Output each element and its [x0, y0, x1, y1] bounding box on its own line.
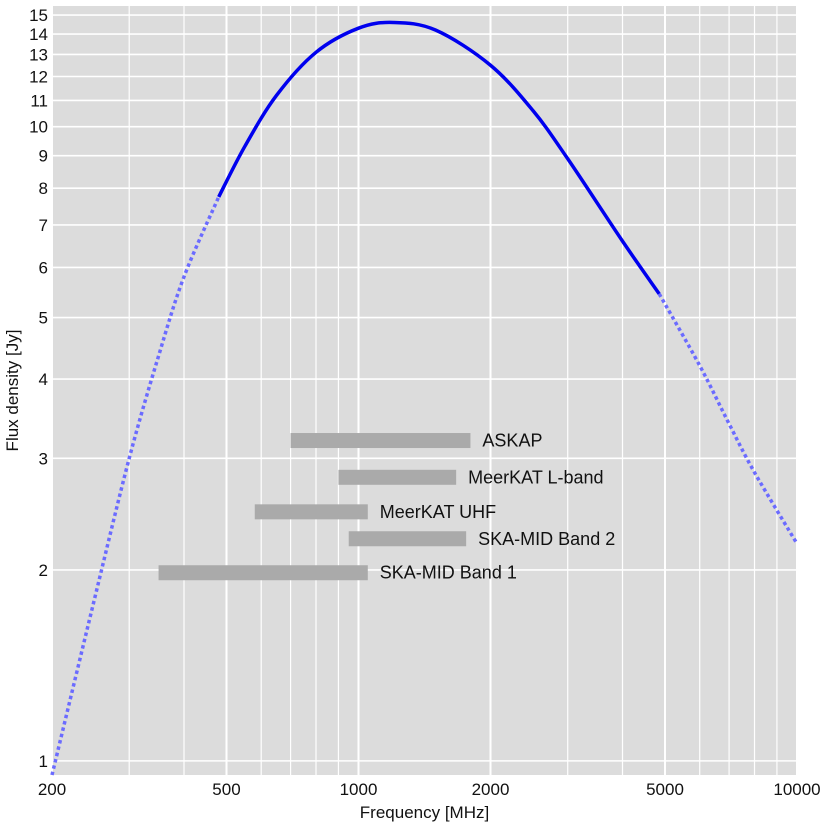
y-tick-label: 4 — [39, 370, 48, 389]
x-tick-label: 2000 — [472, 780, 510, 799]
x-tick-label: 5000 — [646, 780, 684, 799]
flux-curve — [50, 20, 799, 776]
band-label: SKA-MID Band 2 — [478, 529, 615, 549]
x-tick-label: 200 — [38, 780, 66, 799]
band-bar — [348, 531, 467, 547]
x-tick-label: 1000 — [340, 780, 378, 799]
y-tick-label: 2 — [39, 561, 48, 580]
x-axis-title: Frequency [MHz] — [360, 803, 489, 822]
y-tick-label: 8 — [39, 179, 48, 198]
y-tick-label: 7 — [39, 216, 48, 235]
x-tick-label: 10000 — [773, 780, 820, 799]
y-tick-label: 15 — [29, 6, 48, 25]
y-tick-label: 14 — [29, 25, 48, 44]
band-bar — [158, 565, 368, 581]
band-label: MeerKAT UHF — [380, 502, 496, 522]
band-bar — [338, 469, 457, 485]
y-tick-label: 6 — [39, 258, 48, 277]
band-label: ASKAP — [482, 431, 542, 451]
y-axis-title: Flux density [Jy] — [3, 330, 22, 452]
band-bar — [290, 433, 471, 449]
y-tick-label: 1 — [39, 752, 48, 771]
y-tick-label: 9 — [39, 147, 48, 166]
y-tick-label: 3 — [39, 449, 48, 468]
y-tick-label: 11 — [30, 91, 48, 110]
band-bar — [254, 504, 368, 520]
measured-flux-line — [217, 20, 661, 295]
x-tick-labels: 200 500 1000 2000 5000 10000 — [38, 780, 821, 799]
y-tick-label: 12 — [29, 67, 48, 86]
extrapolated-flux-line — [50, 196, 221, 776]
y-tick-label: 5 — [39, 309, 48, 328]
band-label: MeerKAT L-band — [468, 467, 603, 487]
y-tick-label: 13 — [29, 45, 48, 64]
instrument-bands: ASKAP MeerKAT L-band MeerKAT UHF SKA-MID Ba… — [158, 431, 615, 583]
y-tick-label: 10 — [29, 118, 48, 137]
x-tick-label: 500 — [212, 780, 240, 799]
band-label: SKA-MID Band 1 — [380, 563, 517, 583]
plot-area — [52, 6, 797, 775]
